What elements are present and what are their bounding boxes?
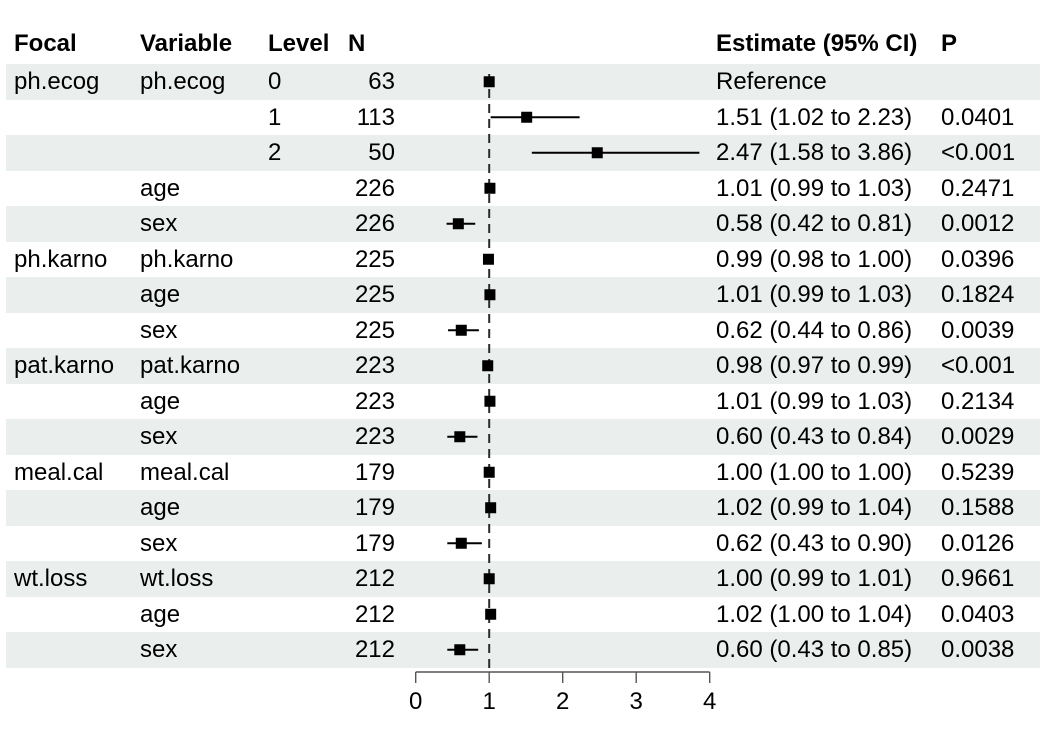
row-estimate: 2.47 (1.58 to 3.86) (716, 139, 913, 166)
table-row: age 225 1.01 (0.99 to 1.03) 0.1824 (6, 277, 1040, 313)
table-row: age 212 1.02 (1.00 to 1.04) 0.0403 (6, 597, 1040, 633)
row-variable: meal.cal (140, 458, 230, 486)
row-focal: wt.loss (14, 565, 88, 592)
row-n: 225 (354, 245, 395, 273)
row-n: 223 (354, 387, 395, 415)
row-p-value: 0.2471 (941, 174, 1015, 202)
col-header-variable: Variable (140, 30, 233, 57)
table-row: age 226 1.01 (0.99 to 1.03) 0.2471 (6, 171, 1040, 207)
row-variable: age (140, 494, 181, 521)
row-n: 179 (354, 458, 395, 486)
row-p-value: 0.0039 (941, 316, 1015, 344)
row-p-value: 0.0403 (941, 600, 1015, 628)
row-n: 223 (354, 352, 395, 379)
row-estimate: 0.62 (0.43 to 0.90) (716, 529, 913, 557)
col-header-focal: Focal (14, 30, 77, 57)
row-estimate: 1.02 (0.99 to 1.04) (716, 494, 913, 521)
row-p-value: <0.001 (941, 139, 1016, 166)
table-row: meal.cal meal.cal 179 1.00 (1.00 to 1.00) 0.… (6, 455, 1040, 491)
table-row: 2 50 2.47 (1.58 to 3.86) <0.001 (6, 135, 1040, 171)
row-n: 113 (356, 103, 395, 131)
row-focal: ph.karno (14, 245, 108, 273)
col-header-n: N (348, 30, 366, 57)
row-n: 225 (354, 316, 395, 344)
row-p-value: 0.0401 (941, 103, 1015, 131)
table-row: sex 212 0.60 (0.43 to 0.85) 0.0038 (6, 632, 1040, 668)
row-variable: age (140, 281, 181, 308)
row-n: 50 (368, 139, 395, 166)
row-p-value: 0.0396 (941, 245, 1015, 273)
row-n: 225 (354, 281, 395, 308)
col-header-level: Level (268, 30, 330, 57)
row-variable: age (140, 387, 181, 415)
row-n: 226 (354, 174, 395, 202)
row-level: 1 (268, 103, 282, 131)
row-estimate: 1.01 (0.99 to 1.03) (716, 387, 913, 415)
row-n: 179 (354, 494, 395, 521)
row-estimate: 0.60 (0.43 to 0.84) (716, 423, 913, 450)
row-p-value: <0.001 (941, 352, 1016, 379)
row-variable: age (140, 174, 181, 202)
col-header-estimate: Estimate (95% CI) (716, 30, 918, 57)
row-estimate: 1.02 (1.00 to 1.04) (716, 600, 913, 628)
row-p-value: 0.0038 (941, 636, 1015, 663)
row-n: 212 (354, 600, 395, 628)
row-n: 212 (354, 636, 395, 663)
row-p-value: 0.5239 (941, 458, 1015, 486)
row-variable: sex (140, 210, 178, 237)
row-variable: wt.loss (140, 565, 214, 592)
row-estimate: 0.98 (0.97 to 0.99) (716, 352, 913, 379)
row-n: 212 (354, 565, 395, 592)
table-row: ph.ecog ph.ecog 0 63 Reference (6, 64, 1040, 100)
row-estimate: 1.00 (1.00 to 1.00) (716, 458, 913, 486)
table-row: age 179 1.02 (0.99 to 1.04) 0.1588 (6, 490, 1040, 526)
table-row: wt.loss wt.loss 212 1.00 (0.99 to 1.01) 0.96… (6, 561, 1040, 597)
row-focal: ph.ecog (14, 68, 100, 95)
row-n: 223 (354, 423, 395, 450)
table-row: sex 226 0.58 (0.42 to 0.81) 0.0012 (6, 206, 1040, 242)
col-header-p: P (941, 30, 958, 57)
row-n: 226 (354, 210, 395, 237)
row-p-value: 0.0126 (941, 529, 1015, 557)
table-row: pat.karno pat.karno 223 0.98 (0.97 to 0.99)… (6, 348, 1040, 384)
row-variable: sex (140, 529, 178, 557)
row-p-value: 0.9661 (941, 565, 1015, 592)
row-estimate: 1.00 (0.99 to 1.01) (716, 565, 913, 592)
row-p-value: 0.0029 (941, 423, 1015, 450)
row-estimate: 0.62 (0.44 to 0.86) (716, 316, 913, 344)
row-variable: age (140, 600, 181, 628)
row-variable: pat.karno (140, 352, 241, 379)
table-row: sex 223 0.60 (0.43 to 0.84) 0.0029 (6, 419, 1040, 455)
row-variable: sex (140, 316, 178, 344)
row-variable: ph.ecog (140, 68, 226, 95)
table-row: 1 113 1.51 (1.02 to 2.23) 0.0401 (6, 100, 1040, 136)
row-n: 179 (354, 529, 395, 557)
row-level: 0 (268, 68, 282, 95)
row-estimate: 1.51 (1.02 to 2.23) (716, 103, 913, 131)
row-estimate: 0.60 (0.43 to 0.85) (716, 636, 913, 663)
table-row: age 223 1.01 (0.99 to 1.03) 0.2134 (6, 384, 1040, 420)
row-estimate: 1.01 (0.99 to 1.03) (716, 174, 913, 202)
row-variable: sex (140, 423, 178, 450)
row-level: 2 (268, 139, 282, 166)
row-n: 63 (368, 68, 395, 95)
row-estimate: 0.99 (0.98 to 1.00) (716, 245, 913, 273)
row-variable: ph.karno (140, 245, 234, 273)
row-p-value: 0.1824 (941, 281, 1015, 308)
row-estimate: 1.01 (0.99 to 1.03) (716, 281, 913, 308)
table-row: sex 225 0.62 (0.44 to 0.86) 0.0039 (6, 313, 1040, 349)
row-p-value: 0.0012 (941, 210, 1015, 237)
table-row: sex 179 0.62 (0.43 to 0.90) 0.0126 (6, 526, 1040, 562)
row-variable: sex (140, 636, 178, 663)
row-focal: meal.cal (14, 458, 104, 486)
row-estimate: Reference (716, 68, 827, 95)
row-estimate: 0.58 (0.42 to 0.81) (716, 210, 913, 237)
row-p-value: 0.2134 (941, 387, 1015, 415)
row-focal: pat.karno (14, 352, 115, 379)
row-p-value: 0.1588 (941, 494, 1015, 521)
table-row: ph.karno ph.karno 225 0.99 (0.98 to 1.00) 0.… (6, 242, 1040, 278)
